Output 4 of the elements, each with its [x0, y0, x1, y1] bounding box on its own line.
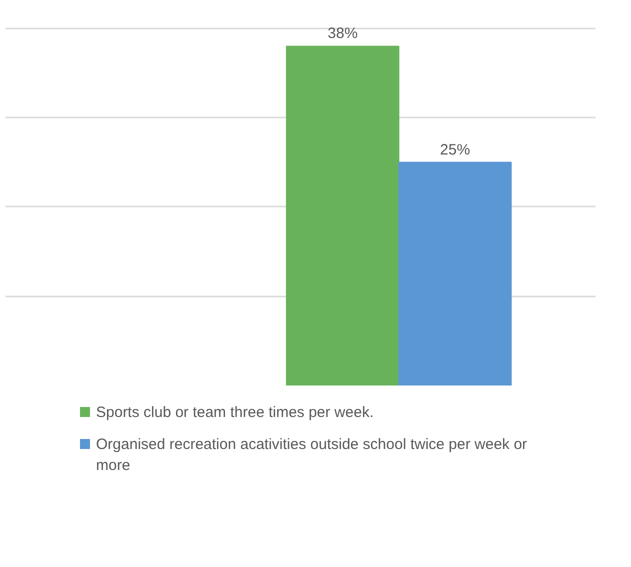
legend-label: Organised recreation acativities outside school twice per week or more: [96, 435, 528, 476]
data-label: 25%: [440, 141, 470, 158]
data-label: 38%: [328, 25, 358, 42]
legend-label: Sports club or team three times per week.: [96, 403, 374, 423]
